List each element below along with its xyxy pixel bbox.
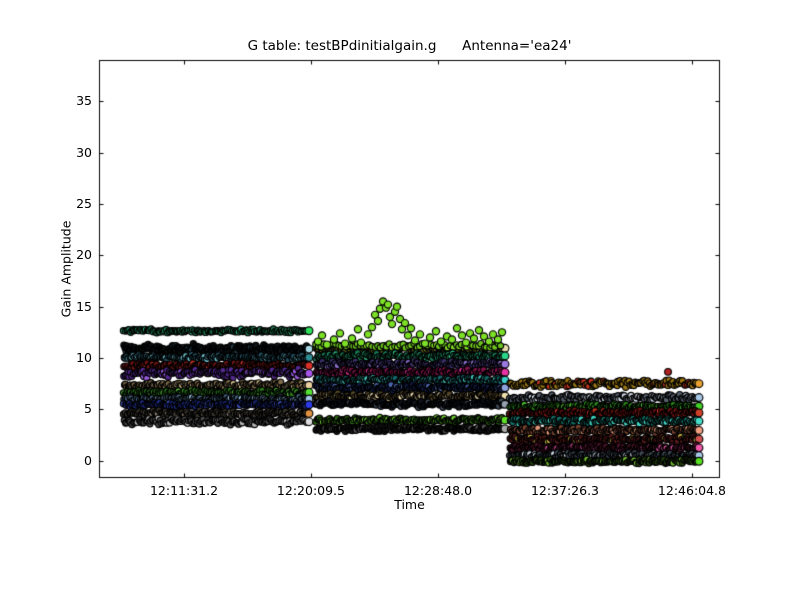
x-tick-label: 12:37:26.3	[530, 483, 600, 498]
y-tick-label: 15	[76, 298, 92, 314]
x-tick-label: 12:11:31.2	[149, 483, 219, 498]
y-tick-label: 35	[76, 93, 92, 109]
y-tick-label: 20	[76, 247, 92, 263]
y-tick-label: 25	[76, 195, 92, 211]
y-tick-label: 30	[76, 144, 92, 160]
y-tick-label: 10	[76, 350, 92, 365]
x-tick-label: 12:20:09.5	[276, 483, 345, 498]
x-tick-label: 12:46:04.8	[657, 483, 726, 498]
x-tick-label: 12:28:48.0	[403, 483, 473, 498]
y-tick-label: 0	[84, 452, 92, 468]
x-axis-label: Time	[394, 497, 425, 512]
plot-title: G table: testBPdinitialgain.g Antenna='e…	[247, 38, 572, 54]
y-tick-label: 5	[84, 401, 92, 417]
